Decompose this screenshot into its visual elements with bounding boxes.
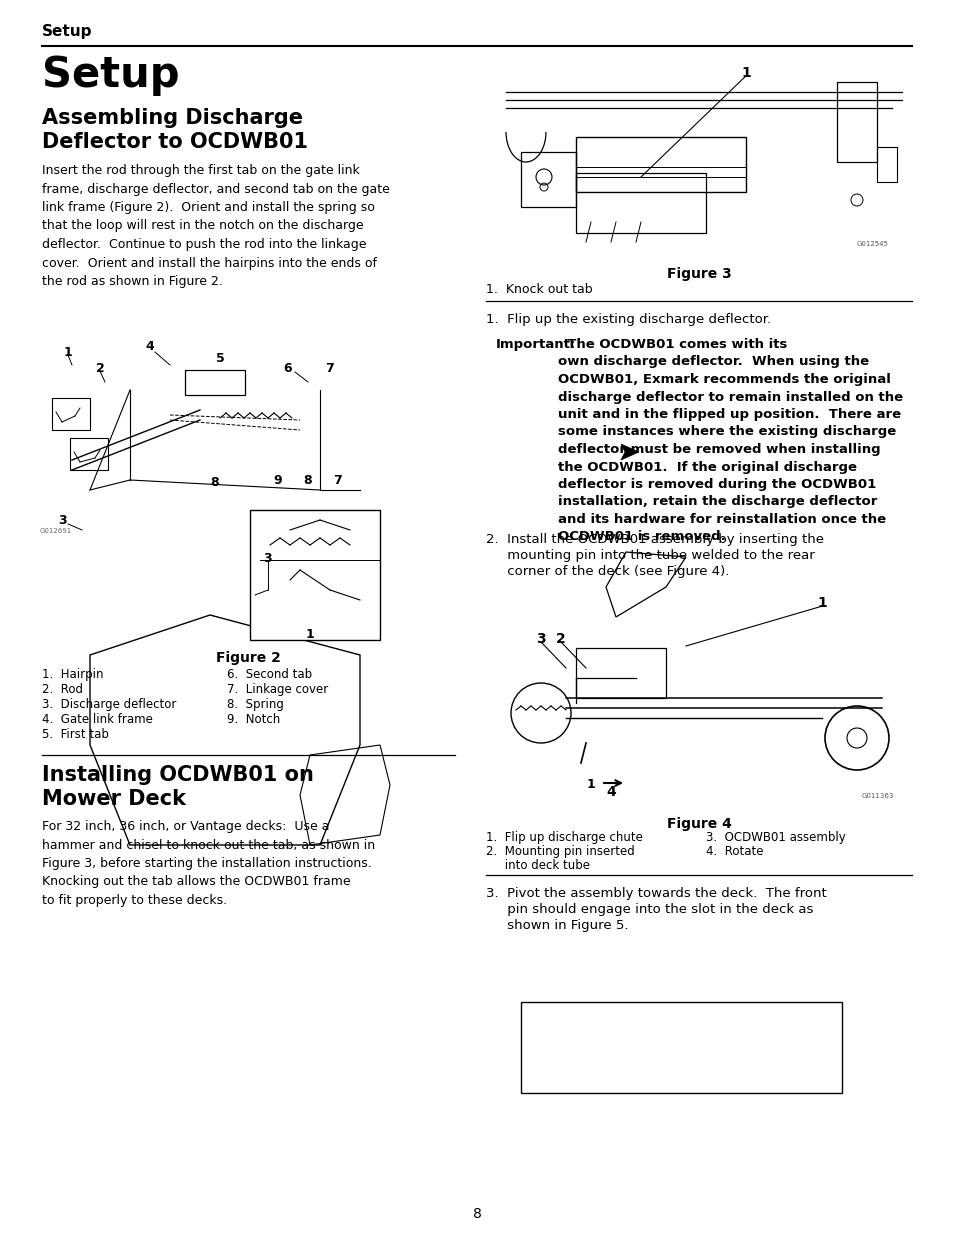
Text: 6.  Second tab: 6. Second tab	[227, 668, 312, 680]
Text: 1.  Flip up discharge chute: 1. Flip up discharge chute	[485, 831, 642, 844]
Text: 1: 1	[817, 597, 826, 610]
Text: 6: 6	[283, 362, 292, 374]
Bar	[52, 398, 90, 430]
Text: 2.  Mounting pin inserted: 2. Mounting pin inserted	[485, 845, 634, 858]
Text: Setup: Setup	[42, 23, 92, 40]
Bar	[250, 510, 379, 640]
Text: 1: 1	[64, 346, 72, 358]
Text: 9.  Notch: 9. Notch	[227, 713, 280, 726]
Text: 8: 8	[472, 1207, 481, 1221]
Text: 4.  Rotate: 4. Rotate	[705, 845, 762, 858]
Text: Figure 3: Figure 3	[666, 267, 731, 282]
Text: shown in Figure 5.: shown in Figure 5.	[485, 919, 628, 932]
Text: 2.  Rod: 2. Rod	[42, 683, 83, 697]
Polygon shape	[620, 445, 639, 459]
Bar	[185, 370, 245, 395]
Text: Installing OCDWB01 on: Installing OCDWB01 on	[42, 764, 314, 785]
Bar	[576, 137, 745, 191]
Bar	[520, 152, 576, 207]
Text: 8.  Spring: 8. Spring	[227, 698, 284, 711]
Text: 3: 3	[536, 632, 545, 646]
Text: Insert the rod through the first tab on the gate link
frame, discharge deflector: Insert the rod through the first tab on …	[42, 164, 390, 288]
Bar	[485, 62, 911, 253]
Bar	[576, 173, 705, 233]
Bar	[576, 648, 665, 698]
Text: Assembling Discharge: Assembling Discharge	[42, 107, 303, 128]
Text: G012545: G012545	[856, 241, 888, 247]
Text: 3: 3	[59, 514, 68, 526]
Bar	[836, 82, 876, 162]
Text: 3.  Pivot the assembly towards the deck.  The front: 3. Pivot the assembly towards the deck. …	[485, 887, 826, 900]
Text: 4.  Gate link frame: 4. Gate link frame	[42, 713, 152, 726]
Text: corner of the deck (see Figure 4).: corner of the deck (see Figure 4).	[485, 564, 729, 578]
Text: Figure 2: Figure 2	[215, 651, 280, 664]
Bar	[42, 340, 455, 640]
Bar	[70, 438, 108, 471]
Text: For 32 inch, 36 inch, or Vantage decks:  Use a
hammer and chisel to knock out th: For 32 inch, 36 inch, or Vantage decks: …	[42, 820, 375, 906]
Text: 8: 8	[211, 475, 219, 489]
Text: 1.  Hairpin: 1. Hairpin	[42, 668, 103, 680]
Bar	[485, 588, 911, 803]
Text: The OCDWB01 comes with its
own discharge deflector.  When using the
OCDWB01, Exm: The OCDWB01 comes with its own discharge…	[558, 338, 902, 543]
Text: 8: 8	[303, 473, 312, 487]
Text: 9: 9	[274, 473, 282, 487]
Text: 1: 1	[305, 629, 314, 641]
Text: 3: 3	[263, 552, 272, 564]
Text: 1: 1	[740, 65, 750, 80]
Text: 1.  Flip up the existing discharge deflector.: 1. Flip up the existing discharge deflec…	[485, 312, 770, 326]
Text: 5.  First tab: 5. First tab	[42, 727, 109, 741]
Text: pin should engage into the slot in the deck as: pin should engage into the slot in the d…	[485, 903, 813, 916]
Text: 7.  Linkage cover: 7. Linkage cover	[227, 683, 328, 697]
Text: G011363: G011363	[862, 793, 893, 799]
Text: 5: 5	[215, 352, 224, 364]
Text: 3.  Discharge deflector: 3. Discharge deflector	[42, 698, 176, 711]
Text: 4: 4	[146, 341, 154, 353]
Text: Setup: Setup	[42, 54, 179, 96]
Text: 7: 7	[334, 473, 342, 487]
Text: 1: 1	[586, 778, 595, 790]
Text: 3.  OCDWB01 assembly: 3. OCDWB01 assembly	[705, 831, 845, 844]
Text: Deflector to OCDWB01: Deflector to OCDWB01	[42, 132, 308, 152]
Text: mounting pin into the tube welded to the rear: mounting pin into the tube welded to the…	[485, 550, 814, 562]
Text: Figure 4: Figure 4	[666, 818, 731, 831]
Text: 2: 2	[556, 632, 565, 646]
Text: 2: 2	[95, 362, 104, 374]
Text: G012691: G012691	[40, 529, 72, 534]
Text: 4: 4	[605, 785, 616, 799]
Text: into deck tube: into deck tube	[485, 860, 589, 872]
Text: 7: 7	[325, 362, 334, 374]
Text: Mower Deck: Mower Deck	[42, 789, 186, 809]
Text: 1.  Knock out tab: 1. Knock out tab	[485, 283, 592, 296]
Text: Important:: Important:	[496, 338, 576, 351]
Bar	[876, 147, 896, 182]
Text: 2.  Install the OCDWB01 assembly by inserting the: 2. Install the OCDWB01 assembly by inser…	[485, 534, 823, 546]
